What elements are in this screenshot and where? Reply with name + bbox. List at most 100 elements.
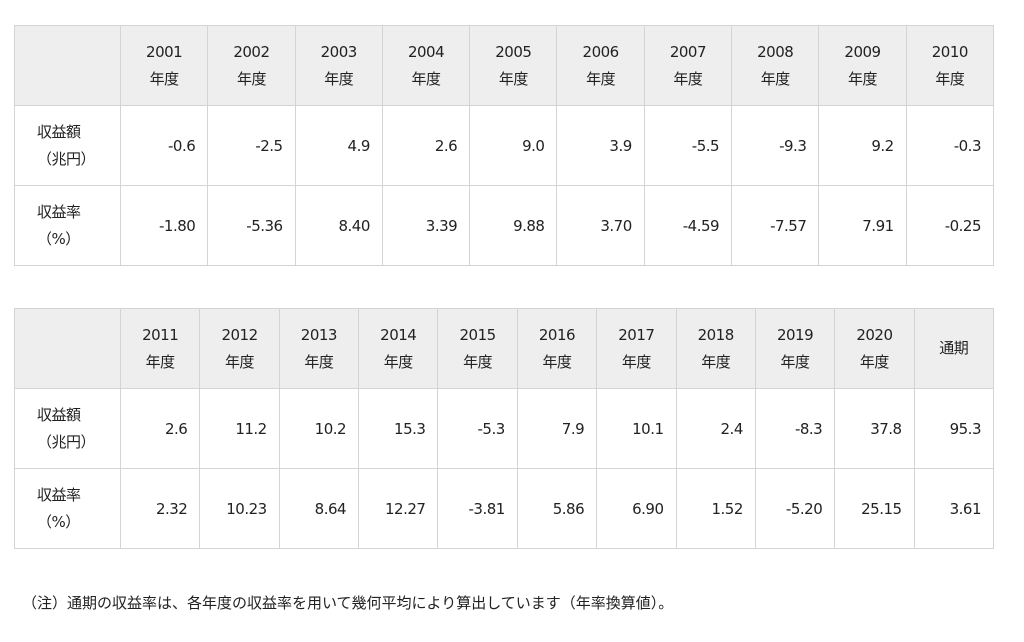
value-cell: -2.5 <box>207 105 296 186</box>
cell-text: 2004 <box>407 42 445 61</box>
cell-text: 2003 <box>320 42 358 61</box>
value-cell: -7.57 <box>731 185 820 266</box>
value-cell: -1.80 <box>119 185 209 266</box>
value-cell: -0.25 <box>905 185 995 266</box>
header-cell: 2008 年度 <box>731 25 820 106</box>
cell-text: 2015 <box>459 325 497 344</box>
value-cell: -4.59 <box>643 185 733 266</box>
cell-text: 年度 <box>236 69 267 88</box>
cell-text: 年度 <box>411 69 442 88</box>
header-cell: 2018 年度 <box>675 308 756 389</box>
row-label: 収益率 （%） <box>14 468 121 549</box>
header-cell: 2016 年度 <box>516 308 598 389</box>
value-cell: 5.86 <box>516 468 598 549</box>
value-cell: 2.6 <box>119 388 201 469</box>
cell-text: 2013 <box>300 325 338 344</box>
header-cell: 2001 年度 <box>119 25 209 106</box>
cell-text: 2006 <box>582 42 620 61</box>
cell-text: 2009 <box>844 42 881 61</box>
value-cell: 12.27 <box>358 468 439 549</box>
value-cell: 9.0 <box>469 105 558 186</box>
value-cell: 7.91 <box>818 185 907 266</box>
value-cell: -3.81 <box>437 468 518 549</box>
cell-text: 年度 <box>621 352 652 371</box>
value-cell: 8.64 <box>278 468 360 549</box>
value-cell: 15.3 <box>358 388 439 469</box>
data-row: 収益率 （%） 2.32 10.23 8.64 12.27 -3.81 5.86 6.90 1.5… <box>14 468 995 549</box>
cell-text: 年度 <box>498 69 529 88</box>
header-cell: 2004 年度 <box>381 25 471 106</box>
header-row: 2001 年度 2002 年度 2003 年度 2004 年度 2005 年度 2006 年度 2007… <box>14 25 995 106</box>
cell-text: 2014 <box>380 325 417 344</box>
value-cell: 2.32 <box>119 468 201 549</box>
value-cell: 9.2 <box>818 105 907 186</box>
value-cell: -0.3 <box>905 105 995 186</box>
value-cell: -5.36 <box>207 185 296 266</box>
value-cell: 11.2 <box>199 388 280 469</box>
value-cell: 10.1 <box>596 388 677 469</box>
value-cell: -9.3 <box>731 105 820 186</box>
row-label: 収益率 （%） <box>14 185 121 266</box>
corner-cell <box>14 25 121 106</box>
cell-text: 年度 <box>463 352 493 371</box>
value-cell: 25.15 <box>834 468 915 549</box>
cell-text: 2018 <box>697 325 735 344</box>
value-cell: 2.4 <box>675 388 756 469</box>
header-row: 2011 年度 2012 年度 2013 年度 2014 年度 2015 年度 2016 年度 2017… <box>14 308 995 389</box>
row-label: 収益額 （兆円） <box>14 388 121 469</box>
header-cell: 2006 年度 <box>556 25 645 106</box>
cell-text: 年度 <box>935 69 965 88</box>
value-cell: 6.90 <box>596 468 677 549</box>
corner-cell <box>14 308 121 389</box>
header-cell: 2011 年度 <box>119 308 201 389</box>
value-cell: 10.23 <box>199 468 280 549</box>
value-cell: 8.40 <box>294 185 383 266</box>
cell-text: 2005 <box>495 42 532 61</box>
cell-text: 年度 <box>673 69 703 88</box>
value-cell: 1.52 <box>675 468 756 549</box>
value-cell: 7.9 <box>516 388 598 469</box>
cell-text: 2011 <box>142 325 179 344</box>
header-cell: 2005 年度 <box>469 25 558 106</box>
cell-text: 年度 <box>225 352 255 371</box>
value-cell: 3.9 <box>556 105 645 186</box>
cell-text: 2008 <box>757 42 794 61</box>
cell-text: 2007 <box>669 42 707 61</box>
cell-text: 年度 <box>859 352 890 371</box>
value-cell: -5.20 <box>754 468 836 549</box>
cell-text: 年度 <box>383 352 414 371</box>
header-cell: 2019 年度 <box>754 308 836 389</box>
header-cell: 2017 年度 <box>596 308 677 389</box>
cell-text: 年度 <box>848 69 878 88</box>
cell-text: 2016 <box>538 325 576 344</box>
data-row: 収益率 （%） -1.80 -5.36 8.40 3.39 9.88 3.70 -4.59 -7.… <box>14 185 995 266</box>
value-cell: 9.88 <box>469 185 558 266</box>
header-cell: 2015 年度 <box>437 308 518 389</box>
returns-table: 2011 年度 2012 年度 2013 年度 2014 年度 2015 年度 2016 年度 2017… <box>14 308 995 549</box>
cell-text: 2019 <box>776 325 814 344</box>
cell-text: 年度 <box>149 69 180 88</box>
data-row: 収益額 （兆円） 2.6 11.2 10.2 15.3 -5.3 7.9 10.1 2.4 -8.3… <box>14 388 995 469</box>
footnote: （注）通期の収益率は、各年度の収益率を用いて幾何平均により算出しています（年率換… <box>22 594 674 612</box>
header-cell: 2007 年度 <box>643 25 733 106</box>
cell-text: （%） <box>37 512 80 531</box>
cell-text: 収益率 <box>37 202 81 221</box>
value-cell: -5.3 <box>437 388 518 469</box>
cell-text: 年度 <box>542 352 572 371</box>
value-cell: 3.39 <box>381 185 471 266</box>
value-cell: 3.61 <box>913 468 995 549</box>
row-label: 収益額 （兆円） <box>14 105 121 186</box>
header-cell: 2002 年度 <box>207 25 296 106</box>
header-cell: 2003 年度 <box>294 25 383 106</box>
value-cell: 3.70 <box>556 185 645 266</box>
cell-text: 2010 <box>931 42 969 61</box>
cell-text: 2017 <box>618 325 655 344</box>
cell-text: 2020 <box>856 325 893 344</box>
cell-text: （%） <box>37 229 80 248</box>
value-cell: 10.2 <box>278 388 360 469</box>
header-cell: 2010 年度 <box>905 25 995 106</box>
cell-text: 年度 <box>145 352 176 371</box>
header-cell: 2012 年度 <box>199 308 280 389</box>
data-row: 収益額 （兆円） -0.6 -2.5 4.9 2.6 9.0 3.9 -5.5 -9.3 9.2 -0… <box>14 105 995 186</box>
